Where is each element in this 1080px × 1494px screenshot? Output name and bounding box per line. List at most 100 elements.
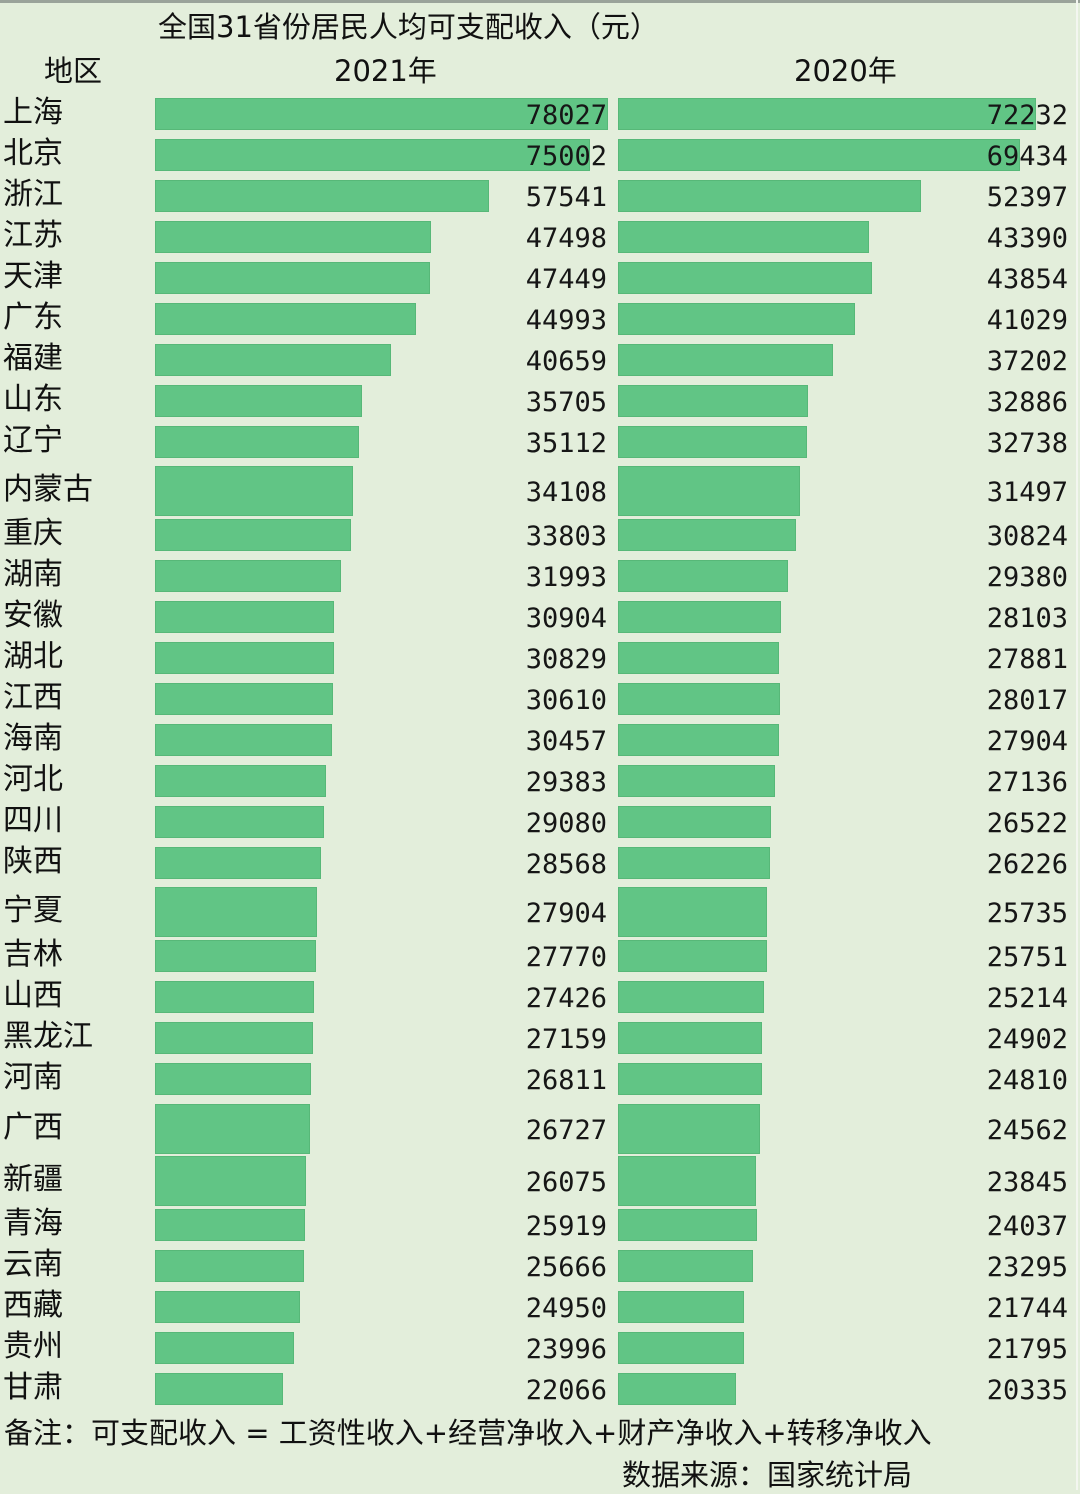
table-row: 辽宁 35112 32738 bbox=[0, 426, 1080, 458]
region-label: 河南 bbox=[3, 1060, 63, 1095]
value-2020: 30824 bbox=[986, 521, 1068, 552]
value-2020: 25735 bbox=[986, 898, 1068, 929]
region-label: 湖南 bbox=[3, 557, 63, 592]
bar-2021 bbox=[155, 1373, 283, 1405]
bar-2021 bbox=[155, 847, 321, 879]
region-label: 江苏 bbox=[3, 218, 63, 253]
region-label: 青海 bbox=[3, 1206, 63, 1241]
bar-2021 bbox=[155, 466, 353, 516]
value-2020: 21795 bbox=[986, 1334, 1068, 1365]
value-2020: 21744 bbox=[986, 1293, 1068, 1324]
bar-2020 bbox=[618, 847, 770, 879]
table-row: 河南 26811 24810 bbox=[0, 1063, 1080, 1095]
region-label: 广西 bbox=[3, 1110, 63, 1145]
region-label: 安徽 bbox=[3, 598, 63, 633]
value-2021: 40659 bbox=[525, 346, 607, 377]
bar-2021 bbox=[155, 519, 351, 551]
bar-2021 bbox=[155, 981, 314, 1013]
value-2020: 28103 bbox=[986, 603, 1068, 634]
region-label: 贵州 bbox=[3, 1329, 63, 1364]
value-2021: 30829 bbox=[525, 644, 607, 675]
bar-2021 bbox=[155, 1156, 306, 1206]
region-label: 北京 bbox=[3, 136, 63, 171]
bar-2020 bbox=[618, 1022, 762, 1054]
region-label: 福建 bbox=[3, 341, 63, 376]
bar-2020 bbox=[618, 683, 780, 715]
bar-2020 bbox=[618, 1291, 744, 1323]
value-2020: 27136 bbox=[986, 767, 1068, 798]
region-label: 山东 bbox=[3, 382, 63, 417]
value-2021: 27159 bbox=[525, 1024, 607, 1055]
bar-2021 bbox=[155, 221, 431, 253]
value-2020: 27881 bbox=[986, 644, 1068, 675]
region-label: 上海 bbox=[3, 95, 63, 130]
region-label: 黑龙江 bbox=[3, 1019, 93, 1054]
value-2021: 26811 bbox=[525, 1065, 607, 1096]
value-2020: 31497 bbox=[986, 477, 1068, 508]
value-2020: 24562 bbox=[986, 1115, 1068, 1146]
region-label: 吉林 bbox=[3, 937, 63, 972]
region-label: 甘肃 bbox=[3, 1370, 63, 1405]
region-label: 河北 bbox=[3, 762, 63, 797]
year-2021-column-header: 2021年 bbox=[334, 54, 437, 88]
region-label: 山西 bbox=[3, 978, 63, 1013]
value-2021: 27426 bbox=[525, 983, 607, 1014]
bar-2020 bbox=[618, 1063, 762, 1095]
value-2021: 34108 bbox=[525, 477, 607, 508]
table-row: 北京 75002 69434 bbox=[0, 139, 1080, 171]
bar-2021 bbox=[155, 1104, 310, 1154]
value-2020: 25751 bbox=[986, 942, 1068, 973]
bar-2020 bbox=[618, 560, 788, 592]
region-label: 海南 bbox=[3, 721, 63, 756]
right-border bbox=[1076, 0, 1078, 1490]
bar-2020 bbox=[618, 221, 869, 253]
value-2021: 27770 bbox=[525, 942, 607, 973]
table-row: 江苏 47498 43390 bbox=[0, 221, 1080, 253]
value-2020: 32738 bbox=[986, 428, 1068, 459]
bar-2021 bbox=[155, 683, 333, 715]
bar-2021 bbox=[155, 262, 430, 294]
value-2021: 25666 bbox=[525, 1252, 607, 1283]
value-2020: 41029 bbox=[986, 305, 1068, 336]
value-2021: 30610 bbox=[525, 685, 607, 716]
bar-2020 bbox=[618, 303, 855, 335]
bar-2021 bbox=[155, 1209, 305, 1241]
value-2021: 25919 bbox=[525, 1211, 607, 1242]
value-2020: 72232 bbox=[986, 100, 1068, 131]
data-source: 数据来源：国家统计局 bbox=[622, 1458, 913, 1492]
value-2021: 26075 bbox=[525, 1167, 607, 1198]
table-row: 上海 78027 72232 bbox=[0, 98, 1080, 130]
table-row: 吉林 27770 25751 bbox=[0, 940, 1080, 972]
bar-2021 bbox=[155, 1332, 294, 1364]
bar-2021 bbox=[155, 303, 416, 335]
bar-2021 bbox=[155, 385, 362, 417]
value-2021: 33803 bbox=[525, 521, 607, 552]
value-2021: 26727 bbox=[525, 1115, 607, 1146]
table-row: 陕西 28568 26226 bbox=[0, 847, 1080, 879]
value-2021: 75002 bbox=[525, 141, 607, 172]
region-label: 云南 bbox=[3, 1247, 63, 1282]
region-label: 内蒙古 bbox=[3, 472, 93, 507]
region-label: 江西 bbox=[3, 680, 63, 715]
bar-2021 bbox=[155, 940, 316, 972]
table-row: 西藏 24950 21744 bbox=[0, 1291, 1080, 1323]
value-2020: 26226 bbox=[986, 849, 1068, 880]
bar-2020 bbox=[618, 981, 764, 1013]
bar-2021 bbox=[155, 601, 334, 633]
bar-2020 bbox=[618, 344, 833, 376]
bar-2021 bbox=[155, 1291, 300, 1323]
value-2021: 28568 bbox=[525, 849, 607, 880]
table-row: 新疆 26075 23845 bbox=[0, 1156, 1080, 1206]
region-label: 西藏 bbox=[3, 1288, 63, 1323]
bar-2020 bbox=[618, 765, 775, 797]
value-2020: 28017 bbox=[986, 685, 1068, 716]
bar-2020 bbox=[618, 1209, 757, 1241]
value-2020: 25214 bbox=[986, 983, 1068, 1014]
bar-2020 bbox=[618, 1104, 760, 1154]
top-border bbox=[0, 0, 1080, 3]
value-2021: 29080 bbox=[525, 808, 607, 839]
chart-title: 全国31省份居民人均可支配收入（元） bbox=[158, 10, 659, 44]
year-2020-column-header: 2020年 bbox=[794, 54, 897, 88]
bar-2020 bbox=[618, 1332, 744, 1364]
bar-2020 bbox=[618, 724, 779, 756]
